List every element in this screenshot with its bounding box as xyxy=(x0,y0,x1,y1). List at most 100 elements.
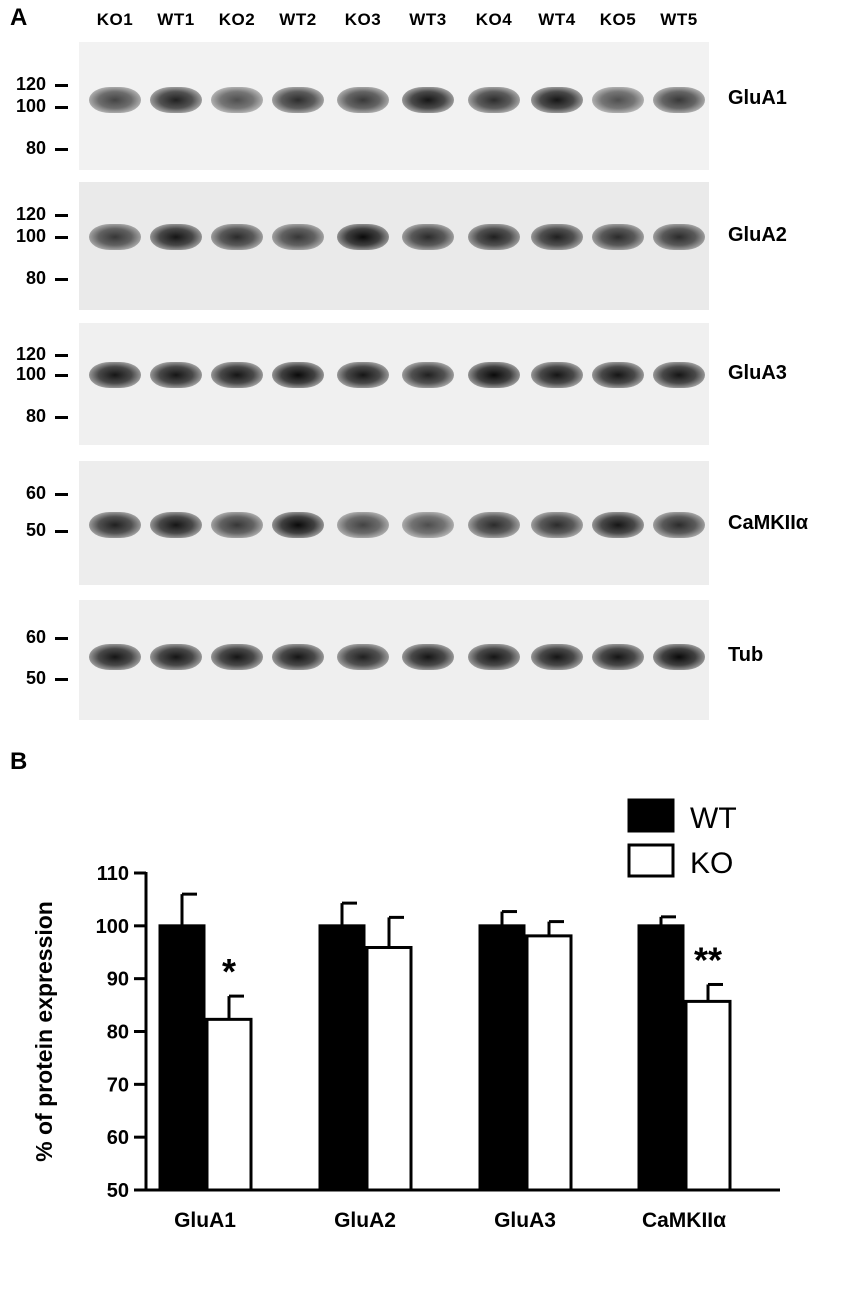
band xyxy=(468,644,520,670)
band xyxy=(592,512,644,538)
bar-ko xyxy=(525,934,573,1192)
mw-marker-tick xyxy=(55,530,68,533)
band xyxy=(272,87,324,113)
bar-wt xyxy=(158,924,206,1192)
band xyxy=(531,644,583,670)
band xyxy=(592,644,644,670)
blot-tub xyxy=(79,600,709,720)
band xyxy=(592,87,644,113)
mw-marker-tick xyxy=(55,84,68,87)
band xyxy=(211,644,263,670)
band xyxy=(272,224,324,250)
band xyxy=(592,224,644,250)
band xyxy=(89,644,141,670)
lane-label-ko2: KO2 xyxy=(218,10,256,29)
band xyxy=(653,362,705,388)
bar-ko xyxy=(365,945,413,1192)
x-tick-label: GluA3 xyxy=(494,1209,556,1232)
bar-wt xyxy=(318,924,366,1192)
lane-label-ko1: KO1 xyxy=(96,10,134,29)
mw-marker-tick xyxy=(55,278,68,281)
mw-marker-tick xyxy=(55,354,68,357)
band xyxy=(531,87,583,113)
bar-ko xyxy=(684,999,732,1192)
y-tick-label: 50 xyxy=(107,1180,129,1202)
band xyxy=(402,87,454,113)
lane-label-wt4: WT4 xyxy=(538,10,576,29)
band xyxy=(531,512,583,538)
x-tick-label: CaMKIIα xyxy=(642,1209,726,1232)
legend-label-wt: WT xyxy=(690,802,737,835)
mw-marker-tick xyxy=(55,678,68,681)
band xyxy=(653,644,705,670)
band xyxy=(150,224,202,250)
blot-label: Tub xyxy=(728,644,764,666)
band xyxy=(402,644,454,670)
blot-label: GluA2 xyxy=(728,224,787,246)
significance-marker: * xyxy=(222,951,236,992)
band xyxy=(89,512,141,538)
y-tick-label: 110 xyxy=(97,863,129,885)
band xyxy=(337,362,389,388)
band xyxy=(150,362,202,388)
mw-marker-tick xyxy=(55,106,68,109)
y-tick-label: 60 xyxy=(107,1127,129,1149)
band xyxy=(272,512,324,538)
lane-label-wt1: WT1 xyxy=(157,10,195,29)
legend-swatch-ko xyxy=(627,843,675,878)
legend-label-ko: KO xyxy=(690,847,733,880)
mw-marker-label: 80 xyxy=(25,268,46,288)
blot-glua3 xyxy=(79,323,709,445)
lane-label-ko4: KO4 xyxy=(475,10,513,29)
mw-marker-label: 120 xyxy=(15,204,46,224)
mw-marker-label: 100 xyxy=(15,364,46,384)
mw-marker-label: 120 xyxy=(15,344,46,364)
band xyxy=(531,224,583,250)
band xyxy=(468,224,520,250)
band xyxy=(211,362,263,388)
band xyxy=(337,512,389,538)
mw-marker-tick xyxy=(55,637,68,640)
band xyxy=(337,224,389,250)
band xyxy=(211,512,263,538)
band xyxy=(337,87,389,113)
mw-marker-label: 120 xyxy=(15,74,46,94)
blot-glua2 xyxy=(79,182,709,310)
y-tick-label: 90 xyxy=(107,969,129,991)
bar-wt xyxy=(637,924,685,1192)
mw-marker-label: 50 xyxy=(25,668,46,688)
lane-label-ko3: KO3 xyxy=(344,10,382,29)
lane-label-wt2: WT2 xyxy=(279,10,317,29)
blot-label: GluA3 xyxy=(728,362,787,384)
panel-a-letter: A xyxy=(10,4,28,31)
blot-glua1 xyxy=(79,42,709,170)
blot-camkii xyxy=(79,461,709,585)
band xyxy=(531,362,583,388)
band xyxy=(468,87,520,113)
band xyxy=(653,87,705,113)
band xyxy=(211,224,263,250)
y-tick-label: 70 xyxy=(107,1074,129,1096)
blot-label: GluA1 xyxy=(728,87,787,109)
y-tick-label: 80 xyxy=(107,1022,129,1044)
band xyxy=(402,512,454,538)
band xyxy=(89,362,141,388)
bar-ko xyxy=(205,1017,253,1192)
mw-marker-tick xyxy=(55,214,68,217)
mw-marker-tick xyxy=(55,416,68,419)
band xyxy=(653,512,705,538)
mw-marker-label: 100 xyxy=(15,96,46,116)
lane-label-wt5: WT5 xyxy=(660,10,698,29)
mw-marker-label: 100 xyxy=(15,226,46,246)
band xyxy=(272,644,324,670)
lane-label-wt3: WT3 xyxy=(409,10,447,29)
mw-marker-label: 80 xyxy=(25,138,46,158)
band xyxy=(468,362,520,388)
bar-chart: 50 60 70 80 90 100 110 % of protein expression G… xyxy=(31,798,780,1232)
panel-b-letter: B xyxy=(10,748,28,775)
band xyxy=(337,644,389,670)
band xyxy=(150,644,202,670)
band xyxy=(150,512,202,538)
mw-marker-label: 60 xyxy=(25,627,46,647)
band xyxy=(468,512,520,538)
